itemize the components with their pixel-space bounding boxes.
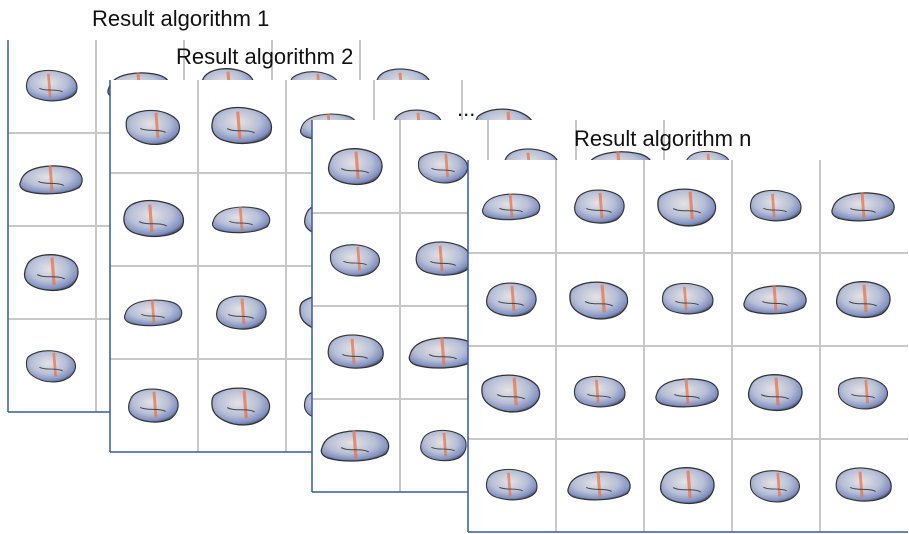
- liver-highlight: [688, 471, 690, 499]
- liver-surface: [328, 335, 383, 368]
- liver-highlight: [598, 472, 600, 497]
- liver-highlight: [52, 258, 54, 286]
- liver-render: [486, 469, 537, 499]
- liver-surface: [416, 242, 471, 275]
- liver-highlight: [152, 300, 154, 323]
- liver-render: [662, 283, 713, 313]
- panel-label: Result algorithm 2: [176, 44, 353, 69]
- liver-highlight: [440, 246, 442, 271]
- liver-surface: [212, 108, 272, 144]
- liver-render: [750, 190, 801, 220]
- liver-highlight: [154, 392, 156, 417]
- liver-render: [836, 468, 891, 501]
- liver-highlight: [684, 287, 686, 310]
- liver-highlight: [50, 166, 52, 191]
- liver-render: [217, 296, 266, 329]
- liver-highlight: [778, 473, 780, 496]
- liver-render: [25, 255, 78, 291]
- panel-label: Result algorithm n: [574, 126, 751, 151]
- liver-render: [416, 242, 471, 275]
- liver-highlight: [860, 472, 862, 497]
- liver-surface: [836, 468, 891, 501]
- liver-highlight: [358, 247, 360, 270]
- liver-highlight: [600, 193, 602, 218]
- liver-render: [212, 108, 272, 144]
- liver-highlight: [442, 338, 444, 366]
- liver-render: [487, 283, 536, 316]
- liver-render: [574, 376, 625, 406]
- liver-surface: [26, 70, 77, 100]
- liver-surface: [124, 201, 184, 237]
- result-panel: [468, 160, 908, 532]
- liver-render: [749, 375, 802, 411]
- liver-highlight: [244, 391, 246, 419]
- liver-highlight: [238, 112, 240, 140]
- liver-highlight: [444, 433, 446, 456]
- liver-highlight: [156, 113, 158, 138]
- liver-highlight: [446, 154, 448, 177]
- liver-surface: [486, 469, 537, 499]
- liver-render: [129, 389, 178, 422]
- liver-highlight: [864, 285, 866, 313]
- liver-highlight: [48, 74, 50, 97]
- liver-highlight: [354, 431, 356, 459]
- liver-surface: [574, 376, 625, 406]
- liver-highlight: [514, 378, 516, 406]
- liver-highlight: [686, 379, 688, 404]
- liver-highlight: [240, 207, 242, 230]
- liver-highlight: [512, 286, 514, 311]
- liver-highlight: [508, 473, 510, 496]
- ellipsis: ...: [457, 96, 475, 121]
- liver-render: [328, 335, 383, 368]
- liver-highlight: [862, 193, 864, 218]
- diagram: Result algorithm 1 Result algorithm 2 ..…: [0, 0, 909, 534]
- liver-render: [124, 201, 184, 237]
- liver-render: [421, 430, 466, 460]
- liver-highlight: [356, 152, 358, 180]
- liver-highlight: [150, 205, 152, 233]
- liver-render: [26, 70, 77, 100]
- liver-highlight: [510, 194, 512, 217]
- liver-highlight: [772, 194, 774, 217]
- liver-render: [661, 468, 714, 504]
- liver-highlight: [242, 299, 244, 324]
- liver-render: [329, 149, 382, 185]
- liver-highlight: [596, 380, 598, 403]
- liver-highlight: [776, 378, 778, 406]
- liver-highlight: [690, 192, 692, 220]
- liver-highlight: [54, 353, 56, 376]
- liver-surface: [662, 283, 713, 313]
- liver-highlight: [602, 285, 604, 313]
- liver-surface: [750, 190, 801, 220]
- liver-highlight: [352, 339, 354, 364]
- liver-highlight: [774, 286, 776, 311]
- liver-highlight: [866, 380, 868, 403]
- liver-render: [837, 282, 890, 318]
- panel-label: Result algorithm 1: [92, 6, 269, 31]
- liver-render: [575, 190, 624, 223]
